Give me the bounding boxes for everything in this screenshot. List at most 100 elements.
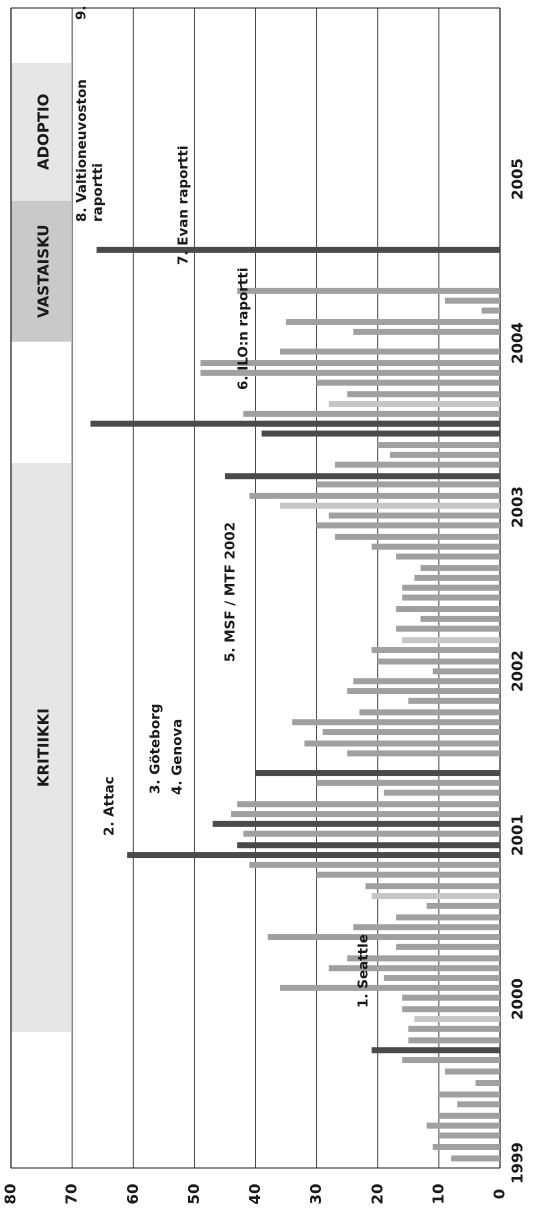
data-bar (243, 830, 500, 837)
data-bar (243, 410, 500, 417)
event-bar (96, 246, 500, 253)
y-tick-label: 60 (124, 1184, 142, 1205)
data-bar (444, 1068, 500, 1075)
data-bar (304, 740, 500, 747)
data-bar (316, 871, 500, 878)
data-bar (438, 1132, 500, 1139)
data-bar (438, 1112, 500, 1119)
data-bar (292, 719, 500, 726)
data-bar (402, 1006, 500, 1013)
data-bar (249, 492, 500, 499)
data-bar (279, 502, 500, 509)
data-bar (347, 750, 500, 757)
data-bar (353, 678, 500, 685)
data-bar (396, 914, 500, 921)
data-bar (383, 789, 500, 796)
data-bar (347, 391, 500, 398)
data-bar (383, 975, 500, 982)
data-bar (444, 297, 500, 304)
x-tick-label: 1999 (509, 1142, 527, 1184)
data-bar (377, 442, 500, 449)
x-tick-label: 2002 (509, 650, 527, 692)
data-bar (316, 522, 500, 529)
data-bar (481, 307, 500, 314)
data-bar (347, 955, 500, 962)
data-bar (267, 934, 500, 941)
data-bar (414, 1016, 500, 1023)
phase-band (11, 200, 71, 342)
data-bar (408, 1037, 500, 1044)
y-tick-label: 20 (368, 1184, 386, 1205)
data-bar (200, 360, 501, 367)
event-label: 5. MSF / MTF 2002 (223, 522, 239, 662)
event-label: 9. Helsinki-konferenssi (74, 0, 90, 20)
phase-label: VASTAISKU (35, 224, 53, 318)
data-bar (316, 481, 500, 488)
data-bar (402, 994, 500, 1001)
data-bar (328, 512, 500, 519)
x-tick-label: 2000 (509, 978, 527, 1020)
y-tick-label: 80 (2, 1184, 20, 1205)
y-tick-label: 50 (185, 1184, 203, 1205)
x-tick-label: 2003 (509, 486, 527, 528)
event-bar (224, 473, 500, 480)
event-bar (371, 1047, 500, 1054)
event-label: 6. ILO:n raportti (236, 268, 252, 390)
event-label: 1. Seattle (356, 934, 372, 1008)
data-bar (451, 1155, 500, 1162)
y-tick-label: 0 (491, 1189, 509, 1199)
event-bar (237, 842, 500, 849)
data-bar (402, 584, 500, 591)
x-tick-label: 2004 (509, 322, 527, 364)
phase-band (11, 463, 71, 1033)
phase-label: ADOPTIO (35, 94, 53, 170)
phase-band (11, 62, 71, 201)
event-label: 7. Evan raportti (176, 145, 192, 265)
y-tick-label: 10 (429, 1184, 447, 1205)
data-bar (414, 574, 500, 581)
data-bar (322, 729, 500, 736)
y-tick-label: 70 (63, 1184, 81, 1205)
event-label: 8. Valtioneuvostonraportti (74, 79, 106, 222)
data-bar (396, 606, 500, 613)
data-bar (328, 965, 500, 972)
data-bar (347, 688, 500, 695)
data-bar (457, 1101, 500, 1108)
data-bar (334, 461, 500, 468)
data-bar (402, 594, 500, 601)
data-bar (420, 565, 500, 572)
y-tick-label: 40 (246, 1184, 264, 1205)
phase-label: KRITIIKKI (35, 708, 53, 787)
data-bar (316, 379, 500, 386)
data-bar (279, 348, 500, 355)
x-tick-label: 2005 (509, 158, 527, 200)
data-bar (316, 779, 500, 786)
data-bar (286, 319, 500, 326)
data-bar (426, 1122, 500, 1129)
data-bar (377, 658, 500, 665)
data-bar (371, 647, 500, 654)
data-bar (359, 709, 500, 716)
event-label: 3. Göteborg (148, 704, 164, 794)
data-bar (396, 553, 500, 560)
data-bar (353, 924, 500, 931)
data-bar (353, 328, 500, 335)
data-bar (408, 697, 500, 704)
data-bar (420, 615, 500, 622)
data-bar (237, 287, 500, 294)
data-bar (432, 1143, 500, 1150)
data-bar (365, 883, 500, 890)
event-label: 2. Attac (102, 776, 118, 836)
data-bar (371, 543, 500, 550)
event-bar (255, 770, 500, 777)
data-bar (237, 801, 500, 808)
event-bar (261, 430, 500, 437)
data-bar (371, 893, 500, 900)
data-bar (389, 451, 500, 458)
data-bar (328, 401, 500, 408)
data-bar (396, 943, 500, 950)
event-bar (127, 852, 500, 859)
event-label: 4. Genova (170, 719, 186, 795)
data-bar (231, 811, 501, 818)
data-bar (249, 861, 500, 868)
